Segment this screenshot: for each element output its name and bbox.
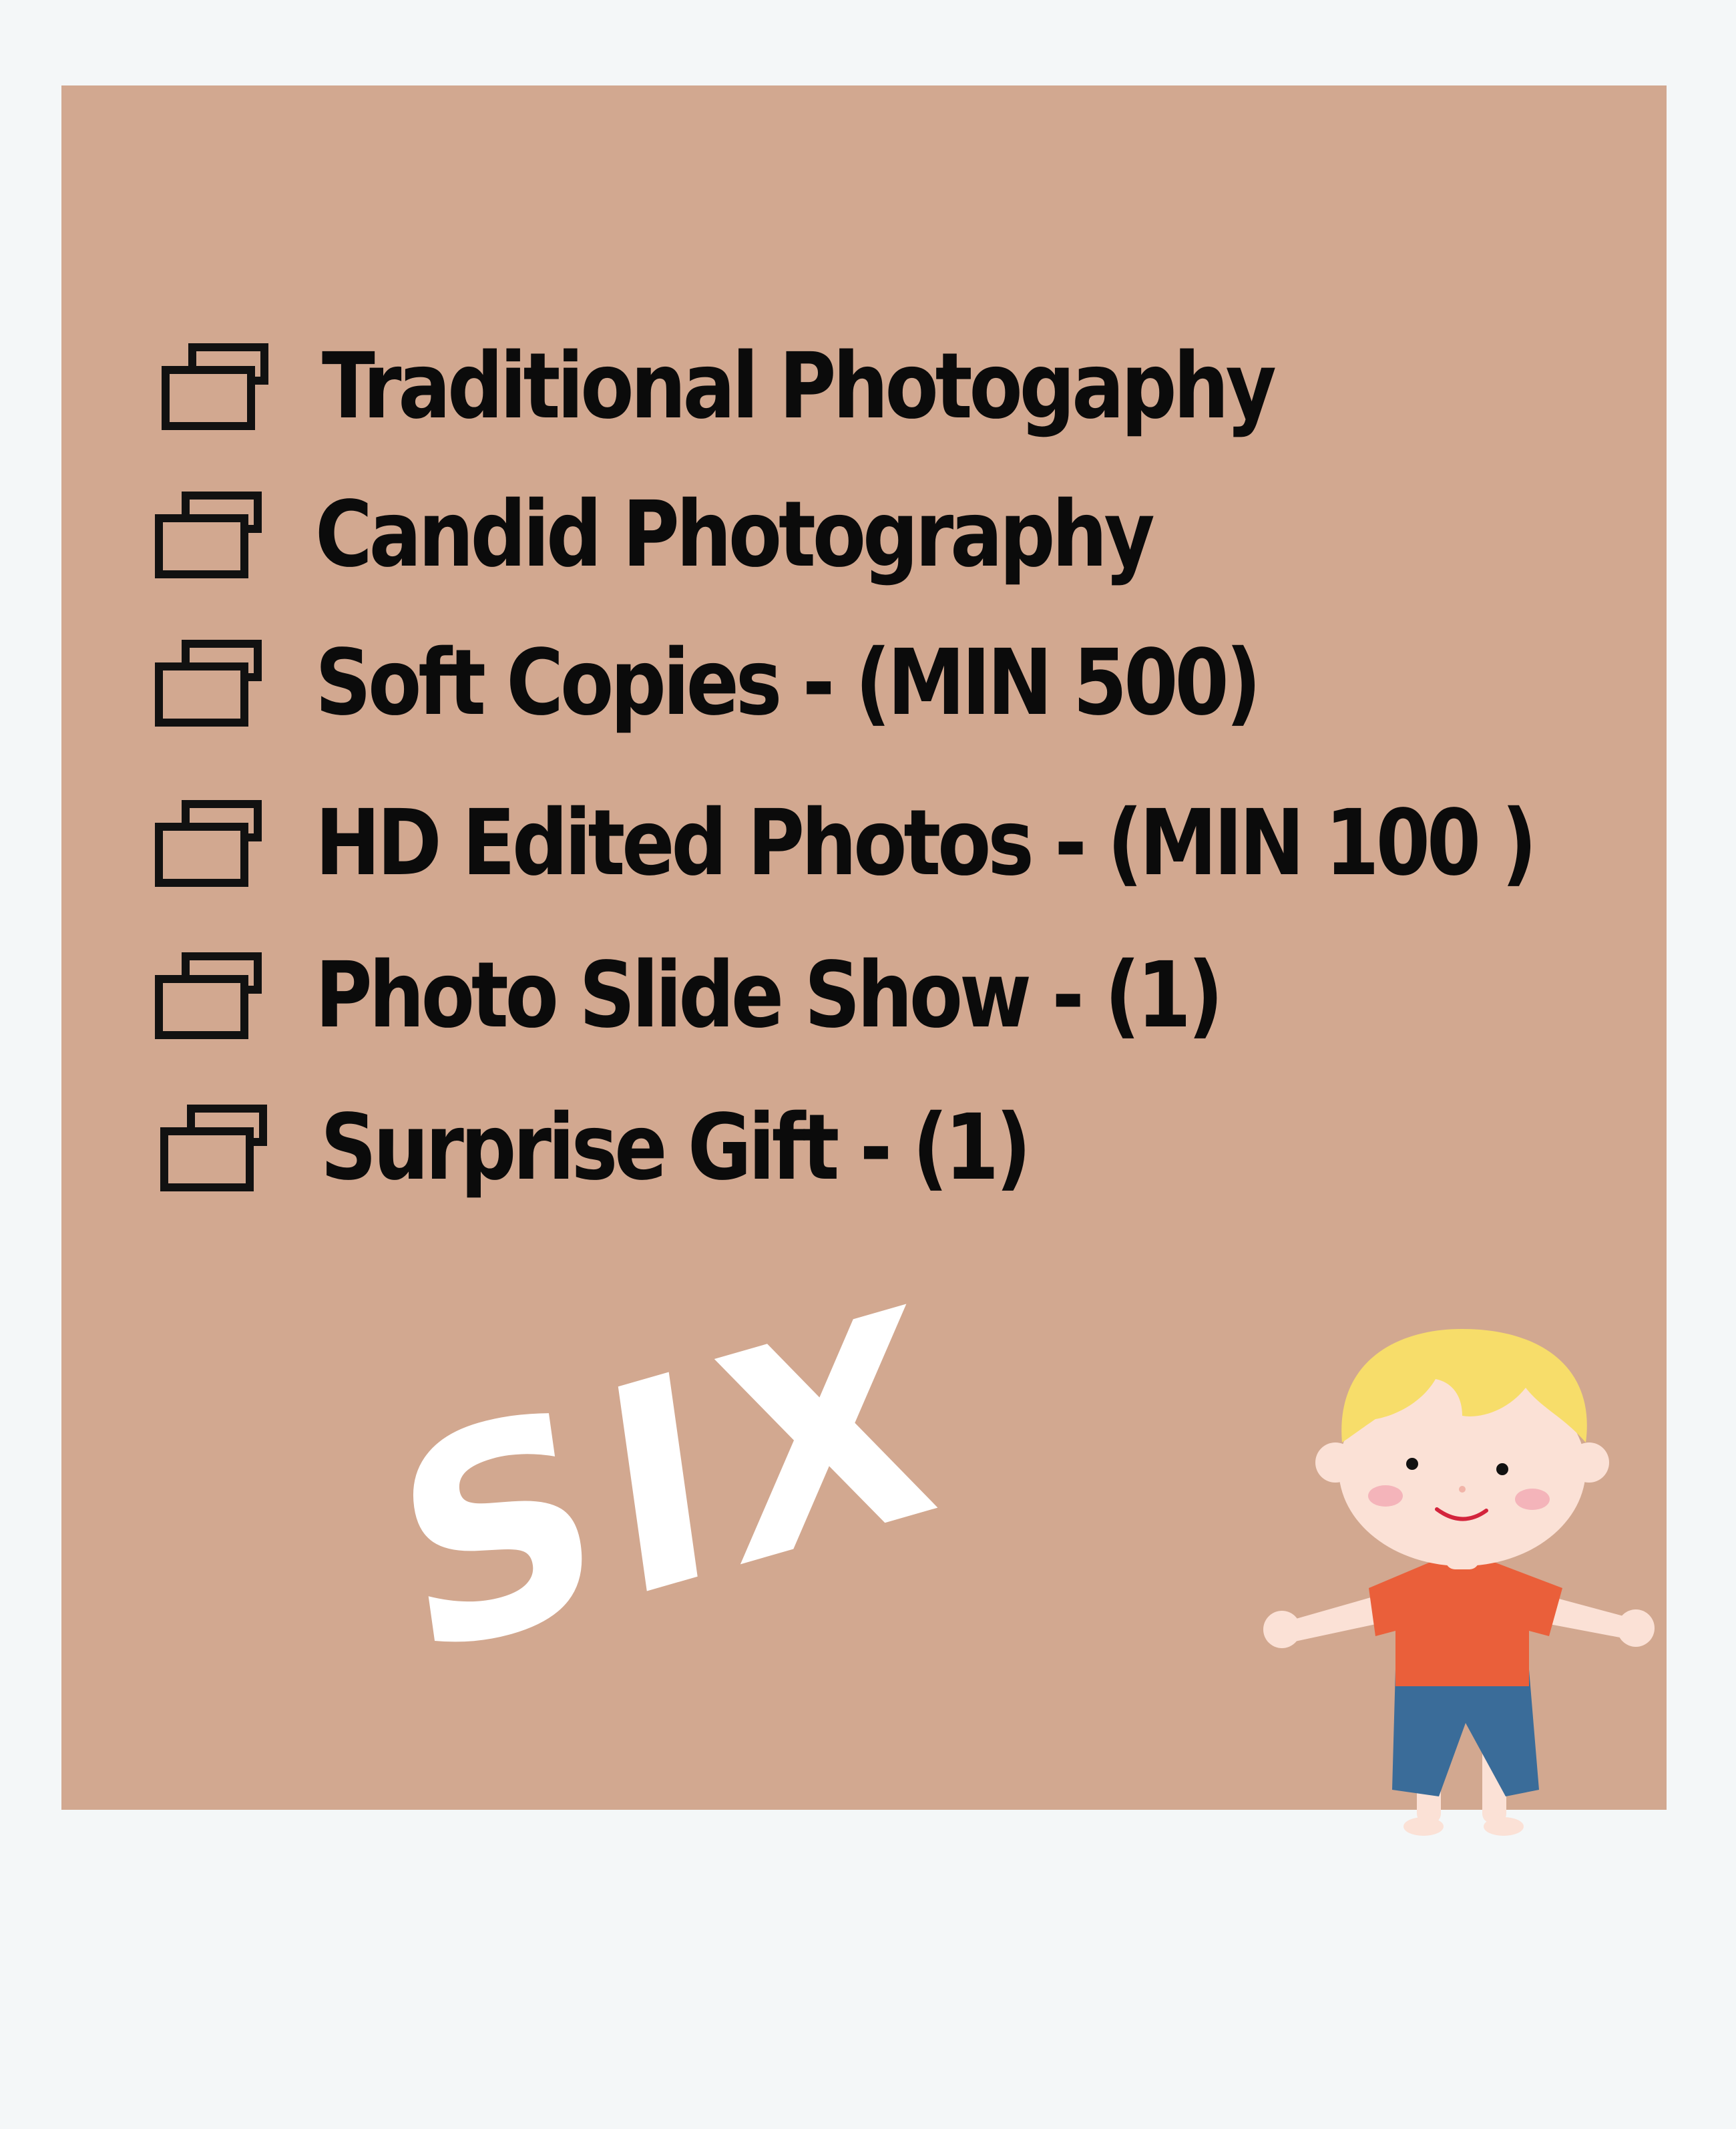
checkbox-icon bbox=[155, 492, 275, 578]
checklist-item-surprise-gift: Surprise Gift - (1) bbox=[160, 1085, 1143, 1211]
checklist-item-label: Photo Slide Show - (1) bbox=[315, 943, 1223, 1048]
checklist-item-label: Soft Copies - (MIN 500) bbox=[315, 630, 1261, 736]
checklist-item-hd-edited-photos: HD Edited Photos - (MIN 100 ) bbox=[155, 780, 1732, 907]
package-title: SIX bbox=[379, 1242, 965, 1724]
checklist-item-photo-slide-show: Photo Slide Show - (1) bbox=[155, 932, 1367, 1059]
checklist-item-candid-photography: Candid Photography bbox=[155, 471, 1287, 598]
checkbox-icon bbox=[155, 952, 275, 1039]
checklist-item-label: Surprise Gift - (1) bbox=[320, 1095, 1032, 1201]
checkbox-icon bbox=[155, 800, 275, 887]
checkbox-icon bbox=[155, 640, 275, 727]
checkbox-icon bbox=[160, 1105, 280, 1191]
cartoon-boy-icon bbox=[1263, 1329, 1655, 1836]
checkbox-icon bbox=[162, 343, 282, 430]
checklist-item-traditional-photography: Traditional Photogaphy bbox=[162, 323, 1428, 450]
checklist-item-label: Traditional Photogaphy bbox=[322, 334, 1277, 439]
checklist-item-label: Candid Photography bbox=[315, 482, 1155, 588]
checklist-item-label: HD Edited Photos - (MIN 100 ) bbox=[315, 791, 1537, 896]
package-card: Traditional Photogaphy Candid Photograph… bbox=[61, 85, 1667, 1810]
checklist-item-soft-copies: Soft Copies - (MIN 500) bbox=[155, 620, 1412, 747]
